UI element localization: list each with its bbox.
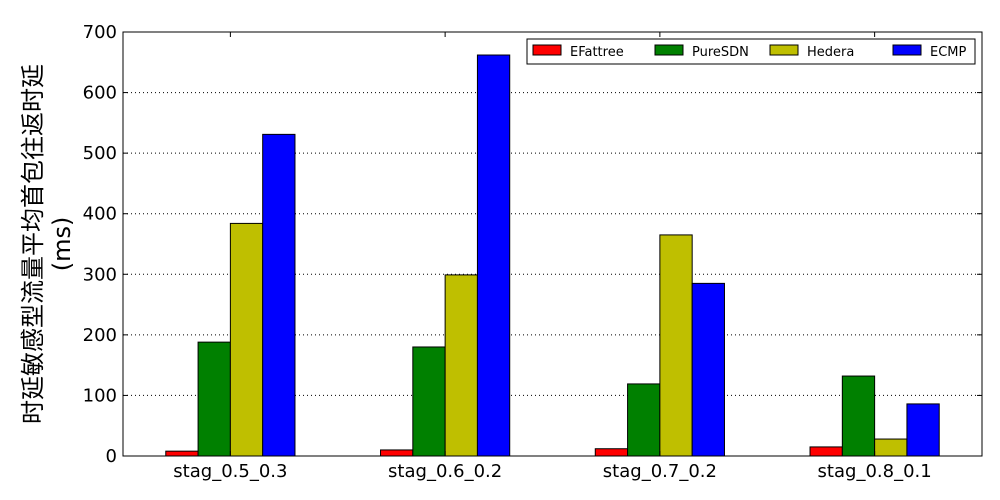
y-tick-label: 100 xyxy=(83,385,117,406)
y-tick-label: 400 xyxy=(83,204,117,225)
bar-puresdn-stag_0.5_0.3 xyxy=(197,341,231,457)
x-tick-label: stag_0.8_0.1 xyxy=(818,461,932,482)
legend-swatch-ecmp xyxy=(892,44,922,56)
bar-ecmp-stag_0.6_0.2 xyxy=(476,54,511,457)
y-tick-label: 500 xyxy=(83,143,117,164)
bar-hedera-stag_0.5_0.3 xyxy=(229,222,264,457)
y-axis-ticks: 0 100 200 300 400 500 600 700 xyxy=(83,22,982,467)
y-axis-label: 时延敏感型流量平均首包往返时延 (ms) xyxy=(19,64,76,424)
x-tick-label: stag_0.7_0.2 xyxy=(603,461,717,482)
x-axis-ticks: stag_0.5_0.3 stag_0.6_0.2 stag_0.7_0.2 stag… xyxy=(173,32,932,482)
bar-ecmp-stag_0.8_0.1 xyxy=(906,403,940,457)
y-tick-label: 600 xyxy=(83,83,117,104)
bar-ecmp-stag_0.5_0.3 xyxy=(262,133,296,457)
bar-efattree-stag_0.8_0.1 xyxy=(809,446,843,457)
x-tick-label: stag_0.6_0.2 xyxy=(388,461,502,482)
legend-swatch-efattree xyxy=(532,44,562,56)
legend-label-hedera: Hedera xyxy=(807,45,854,60)
y-tick-label: 700 xyxy=(83,22,117,43)
bar-puresdn-stag_0.8_0.1 xyxy=(841,375,876,457)
x-tick-label: stag_0.5_0.3 xyxy=(173,461,287,482)
legend-label-puresdn: PureSDN xyxy=(692,45,749,60)
bar-hedera-stag_0.7_0.2 xyxy=(659,234,693,457)
legend-label-efattree: EFattree xyxy=(570,45,624,60)
bar-efattree-stag_0.5_0.3 xyxy=(165,450,199,457)
legend-swatch-hedera xyxy=(769,44,799,56)
y-tick-label: 200 xyxy=(83,325,117,346)
bar-efattree-stag_0.6_0.2 xyxy=(380,449,414,457)
bar-puresdn-stag_0.7_0.2 xyxy=(627,383,661,457)
bars xyxy=(165,54,940,457)
bar-hedera-stag_0.8_0.1 xyxy=(874,438,908,457)
legend: EFattree PureSDN Hedera ECMP xyxy=(526,38,976,65)
bar-efattree-stag_0.7_0.2 xyxy=(594,448,629,457)
legend-swatch-puresdn xyxy=(654,44,684,56)
bar-hedera-stag_0.6_0.2 xyxy=(444,274,478,457)
y-axis-unit: (ms) xyxy=(48,217,76,272)
legend-label-ecmp: ECMP xyxy=(930,45,967,60)
bar-puresdn-stag_0.6_0.2 xyxy=(412,346,446,457)
plot-frame xyxy=(122,31,983,457)
y-axis-title: 时延敏感型流量平均首包往返时延 xyxy=(19,64,47,424)
bar-ecmp-stag_0.7_0.2 xyxy=(691,282,725,457)
y-tick-label: 0 xyxy=(106,446,117,467)
y-tick-label: 300 xyxy=(83,264,117,285)
